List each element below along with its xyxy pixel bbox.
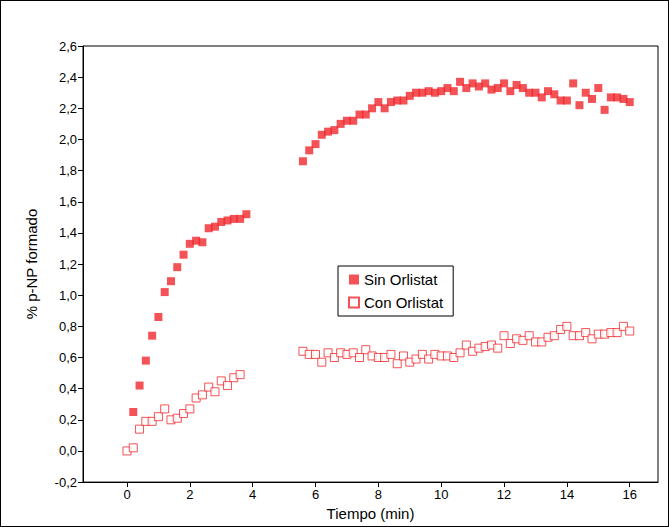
svg-text:10: 10 <box>434 487 448 502</box>
svg-text:1,2: 1,2 <box>59 257 77 272</box>
svg-text:Sin Orlistat: Sin Orlistat <box>364 271 438 288</box>
svg-text:2,4: 2,4 <box>59 70 77 85</box>
svg-text:1,8: 1,8 <box>59 163 77 178</box>
svg-text:0,2: 0,2 <box>59 412 77 427</box>
svg-text:-0,2: -0,2 <box>55 475 77 490</box>
svg-text:2,6: 2,6 <box>59 39 77 54</box>
svg-text:0,6: 0,6 <box>59 350 77 365</box>
svg-text:4: 4 <box>249 487 256 502</box>
svg-text:0,0: 0,0 <box>59 443 77 458</box>
svg-text:2: 2 <box>186 487 193 502</box>
svg-text:12: 12 <box>497 487 511 502</box>
svg-text:Tiempo (min): Tiempo (min) <box>327 505 415 522</box>
svg-text:Con Orlistat: Con Orlistat <box>364 294 444 311</box>
svg-text:0: 0 <box>123 487 130 502</box>
svg-text:1,0: 1,0 <box>59 288 77 303</box>
svg-text:2,0: 2,0 <box>59 132 77 147</box>
svg-text:2,2: 2,2 <box>59 101 77 116</box>
svg-text:% p-NP formado: % p-NP formado <box>23 209 40 320</box>
svg-text:1,6: 1,6 <box>59 194 77 209</box>
svg-text:0,8: 0,8 <box>59 319 77 334</box>
svg-text:0,4: 0,4 <box>59 381 77 396</box>
svg-text:6: 6 <box>312 487 319 502</box>
svg-text:16: 16 <box>622 487 636 502</box>
svg-text:8: 8 <box>375 487 382 502</box>
svg-text:14: 14 <box>560 487 574 502</box>
svg-text:1,4: 1,4 <box>59 225 77 240</box>
